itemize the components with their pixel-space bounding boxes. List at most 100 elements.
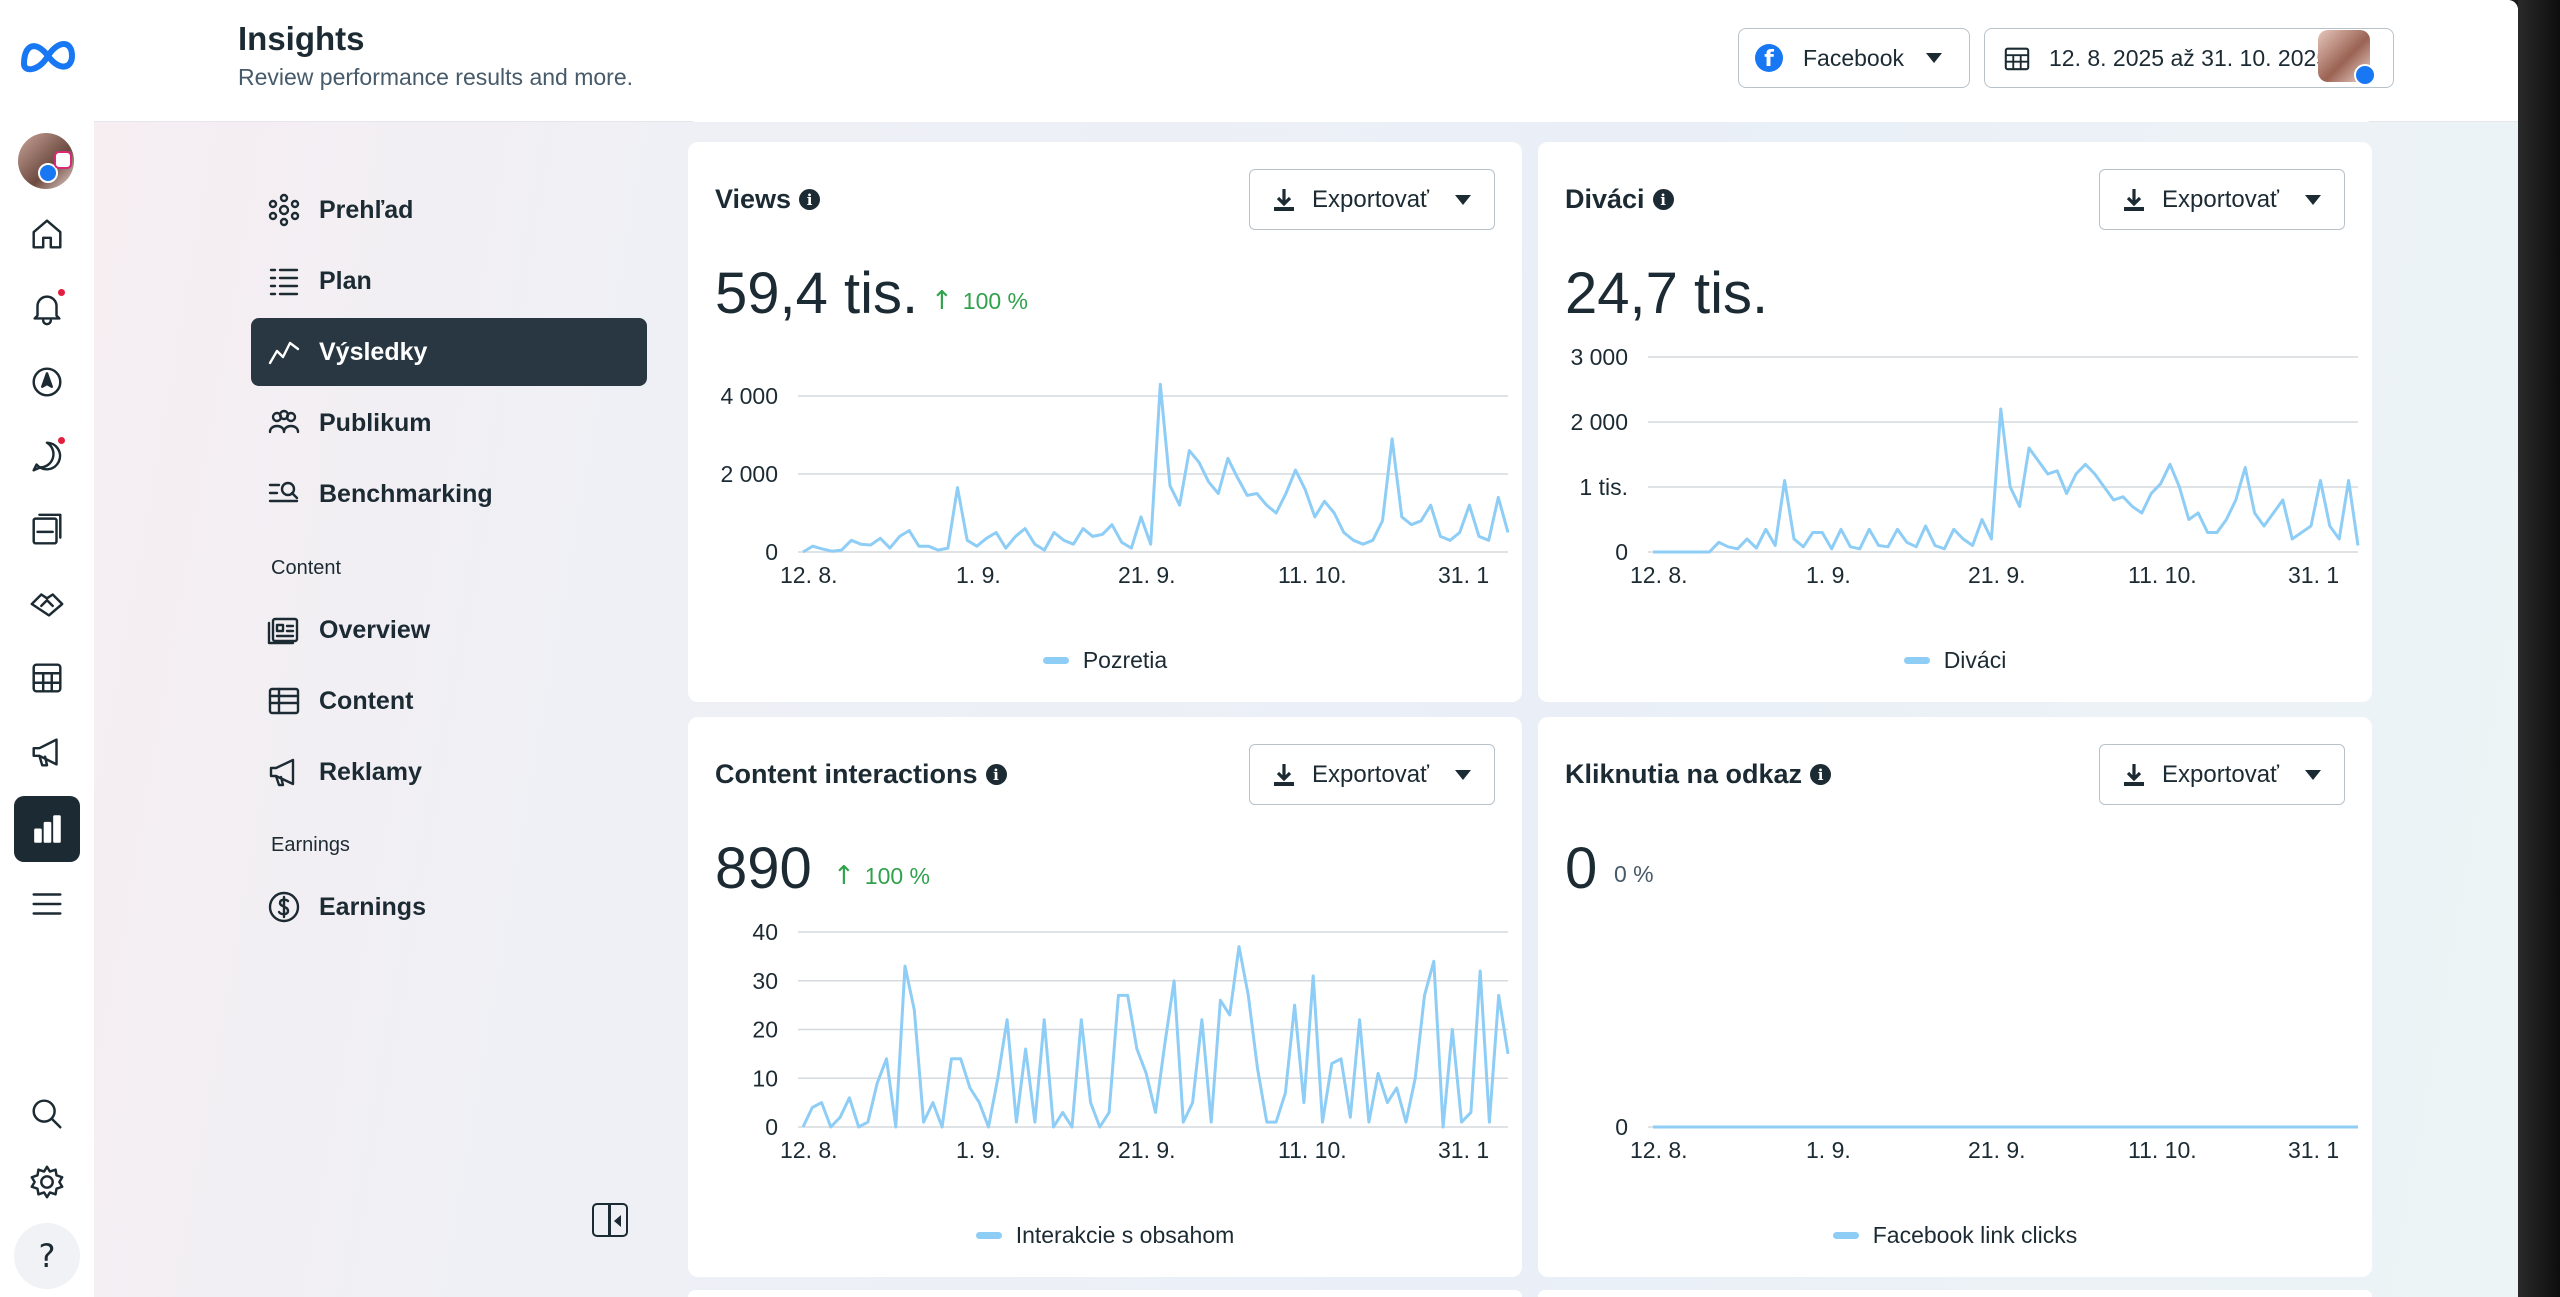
calendar-icon <box>2004 47 2030 71</box>
rail-settings[interactable] <box>14 1149 80 1215</box>
nav-vysledky[interactable]: Výsledky <box>251 318 647 386</box>
page-header: Insights Review performance results and … <box>94 0 2518 122</box>
metric-delta: 0 % <box>1614 861 1654 888</box>
rail-partnerships[interactable] <box>14 571 80 637</box>
card-title: Diváci i <box>1565 184 1674 215</box>
nav-label: Prehľad <box>319 195 414 224</box>
y-tick-label: 2 000 <box>1570 409 1628 435</box>
delta-text: 100 % <box>864 862 931 889</box>
y-tick-label: 0 <box>1615 539 1628 565</box>
delta-text: 100 % <box>962 287 1029 314</box>
rail-content[interactable] <box>14 497 80 563</box>
metric-value: 24,7 tis. <box>1565 261 1769 326</box>
y-tick-label: 20 <box>752 1017 778 1043</box>
card-title-text: Kliknutia na odkaz <box>1565 759 1803 789</box>
gear-icon <box>30 1165 64 1199</box>
series-line <box>1653 407 2360 554</box>
delta-text: 0 % <box>1614 861 1654 887</box>
nav-benchmarking[interactable]: Benchmarking <box>251 460 647 528</box>
info-icon[interactable]: i <box>985 764 1007 785</box>
rail-insights[interactable] <box>14 796 80 862</box>
rail-menu[interactable] <box>14 871 80 937</box>
x-tick-label: 31. 1 <box>1438 562 1489 588</box>
facebook-badge-icon <box>38 163 58 183</box>
link-clicks-line-chart: 012. 8. 1. 9. 21. 9. 11. 10. 31. 1 <box>1615 1114 2358 1163</box>
x-tick-label: 1. 9. <box>1806 562 1851 588</box>
window-edge <box>2518 0 2560 1297</box>
rail-tables[interactable] <box>14 645 80 711</box>
info-icon[interactable]: i <box>1810 764 1832 785</box>
info-icon[interactable]: i <box>1652 189 1674 210</box>
table-icon <box>268 687 300 715</box>
views-card: Views i Exportovať 59,4 tis. ↑ 100 % 0 2 00… <box>688 142 1522 702</box>
download-icon <box>2124 188 2144 211</box>
nav-reklamy[interactable]: Reklamy <box>251 738 647 806</box>
y-tick-label: 0 <box>765 539 778 565</box>
card-title-text: Diváci <box>1565 184 1645 214</box>
rail-ads[interactable] <box>14 719 80 785</box>
chevron-down-icon <box>2305 194 2322 205</box>
y-tick-label: 1 tis. <box>1579 474 1628 500</box>
export-button[interactable]: Exportovať <box>2099 744 2345 805</box>
notification-dot <box>56 287 67 298</box>
list-icon <box>269 268 299 296</box>
next-card-edge <box>1538 1290 2372 1297</box>
legend-swatch <box>975 1232 1002 1239</box>
profile-avatar[interactable] <box>2318 30 2376 86</box>
nav-label: Výsledky <box>319 337 428 366</box>
card-title-text: Views <box>715 184 792 214</box>
trend-line-icon <box>268 341 300 365</box>
nav-earnings[interactable]: Earnings <box>251 873 647 941</box>
search-icon <box>32 1099 62 1129</box>
export-button[interactable]: Exportovať <box>1249 744 1495 805</box>
facebook-badge-icon <box>2354 64 2376 86</box>
nav-content[interactable]: Content <box>251 667 647 735</box>
nav-plan[interactable]: Plan <box>251 247 647 315</box>
nav-label: Earnings <box>319 892 426 921</box>
x-tick-label: 11. 10. <box>1278 1137 1347 1163</box>
rail-inbox[interactable] <box>14 423 80 489</box>
rail-explore[interactable] <box>14 349 80 415</box>
legend-label: Pozretia <box>1082 647 1168 673</box>
nav-prehlad[interactable]: Prehľad <box>251 176 647 244</box>
page-title: Insights <box>238 20 365 57</box>
legend-swatch <box>1832 1232 1859 1239</box>
rail-home[interactable] <box>14 201 80 267</box>
rail-notifications[interactable] <box>14 275 80 341</box>
x-tick-label: 11. 10. <box>1278 562 1347 588</box>
chat-bubble-icon <box>32 441 62 472</box>
account-avatar[interactable] <box>18 133 74 189</box>
nav-section-earnings: Earnings <box>271 834 350 856</box>
export-button[interactable]: Exportovať <box>1249 169 1495 230</box>
collapse-sidebar-button[interactable] <box>592 1203 628 1237</box>
platform-dropdown[interactable]: f Facebook <box>1738 28 1970 88</box>
y-tick-label: 10 <box>752 1065 778 1091</box>
meta-logo-icon[interactable] <box>18 34 78 76</box>
chevron-down-icon <box>1455 194 1472 205</box>
metric-delta: ↑ 100 % <box>931 286 1028 316</box>
previous-row-edge <box>688 108 2374 122</box>
instagram-badge-icon <box>54 151 72 169</box>
metric-value: 59,4 tis. <box>715 261 919 326</box>
export-button[interactable]: Exportovať <box>2099 169 2345 230</box>
arrow-up-icon: ↑ <box>833 861 855 891</box>
viewers-line-chart: 0 1 tis. 2 000 3 000 12. 8. 1. 9. 21. 9. 11. 10… <box>1570 344 2360 588</box>
export-label: Exportovať <box>1312 185 1430 213</box>
y-tick-label: 40 <box>752 919 778 945</box>
dollar-circle-icon <box>268 891 300 923</box>
compass-icon <box>32 367 62 397</box>
x-tick-label: 21. 9. <box>1968 562 2026 588</box>
nav-publikum[interactable]: Publikum <box>251 389 647 457</box>
date-range-label: 12. 8. 2025 až 31. 10. 2025 <box>2049 44 2330 71</box>
rail-help[interactable]: ? <box>14 1223 80 1289</box>
x-tick-label: 21. 9. <box>1118 562 1176 588</box>
link-clicks-card: Kliknutia na odkaz i Exportovať 0 0 % 0 12… <box>1538 717 2372 1277</box>
nav-overview[interactable]: Overview <box>251 596 647 664</box>
x-tick-label: 12. 8. <box>1630 562 1688 588</box>
bell-icon <box>33 295 61 326</box>
info-icon[interactable]: i <box>799 189 821 210</box>
megaphone-icon <box>32 738 58 767</box>
x-tick-label: 12. 8. <box>780 562 838 588</box>
y-tick-label: 0 <box>765 1114 778 1140</box>
rail-search[interactable] <box>14 1081 80 1147</box>
